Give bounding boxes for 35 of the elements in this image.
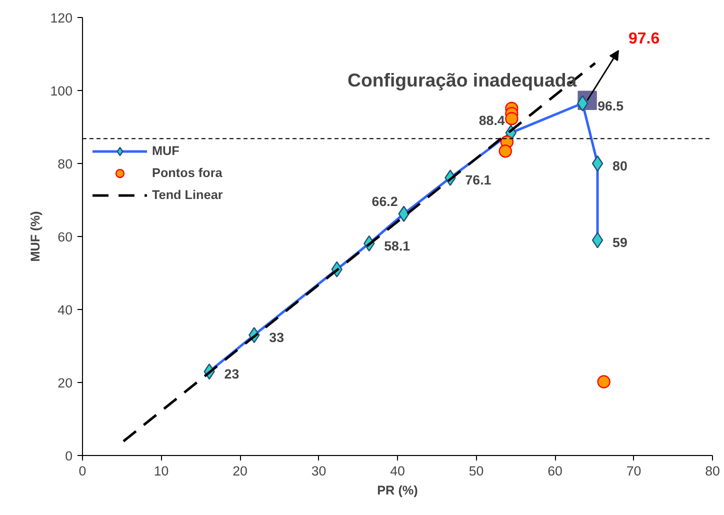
data-label: 23 [224,366,240,382]
y-tick-label: 120 [50,10,73,26]
y-axis-title: MUF (%) [28,211,42,262]
data-label: 80 [612,158,628,174]
x-tick-label: 60 [548,464,562,478]
data-label: 88.4 [478,112,506,128]
x-tick-label: 50 [468,464,484,478]
point [498,144,512,158]
x-tick-label: 40 [390,464,405,478]
y-tick-label: 20 [58,376,73,390]
legend-label: Tend Linear [152,188,223,202]
x-axis-title: PR (%) [377,484,418,498]
data-label: 59 [612,235,628,250]
data-label: 76.1 [465,172,492,188]
x-tick-label: 10 [154,464,169,478]
y-tick-label: 40 [58,302,73,318]
y-tick-label: 60 [58,230,73,244]
data-label: 33 [269,330,284,346]
legend-label: Pontos fora [152,166,222,180]
data-label: 58.1 [384,238,411,254]
x-tick-label: 70 [626,464,642,478]
x-tick-label: 30 [311,464,326,478]
annotation: 97.6 [628,30,660,48]
point [505,112,518,126]
x-tick-label: 80 [705,464,720,478]
x-tick-label: 0 [78,464,86,478]
y-tick-label: 100 [50,84,73,98]
y-tick-label: 0 [65,448,73,464]
point [597,375,610,388]
x-tick-label: 20 [232,464,248,478]
y-tick-label: 80 [58,156,73,172]
annotation: Configuração inadequada [348,70,578,90]
data-label: 66.2 [372,194,398,209]
data-label: 96.5 [598,98,624,114]
legend-label: MUF [152,144,180,158]
